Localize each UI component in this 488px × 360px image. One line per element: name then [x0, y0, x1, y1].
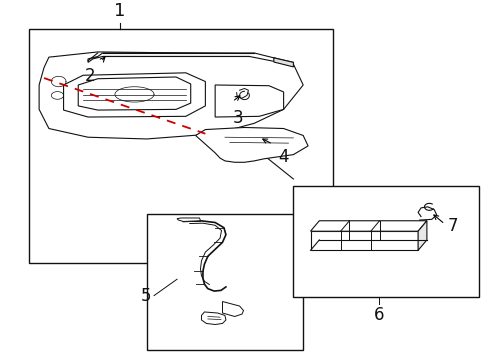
Bar — [146, 214, 303, 350]
Text: 7: 7 — [447, 217, 457, 235]
Polygon shape — [177, 218, 200, 221]
Text: 5: 5 — [141, 287, 151, 305]
Polygon shape — [78, 77, 190, 110]
Polygon shape — [88, 53, 293, 66]
Polygon shape — [201, 312, 225, 324]
Text: 3: 3 — [232, 109, 243, 127]
Text: 4: 4 — [277, 148, 287, 166]
Polygon shape — [310, 221, 426, 231]
Bar — [29, 29, 332, 262]
Polygon shape — [195, 127, 307, 162]
Text: 2: 2 — [84, 67, 95, 85]
Polygon shape — [273, 58, 293, 67]
Text: 1: 1 — [114, 1, 125, 19]
Polygon shape — [215, 85, 283, 117]
Bar — [293, 186, 478, 297]
Bar — [310, 231, 417, 250]
Polygon shape — [63, 73, 205, 117]
Text: 6: 6 — [373, 306, 384, 324]
Polygon shape — [222, 302, 243, 316]
Polygon shape — [417, 221, 426, 250]
Polygon shape — [39, 52, 303, 139]
